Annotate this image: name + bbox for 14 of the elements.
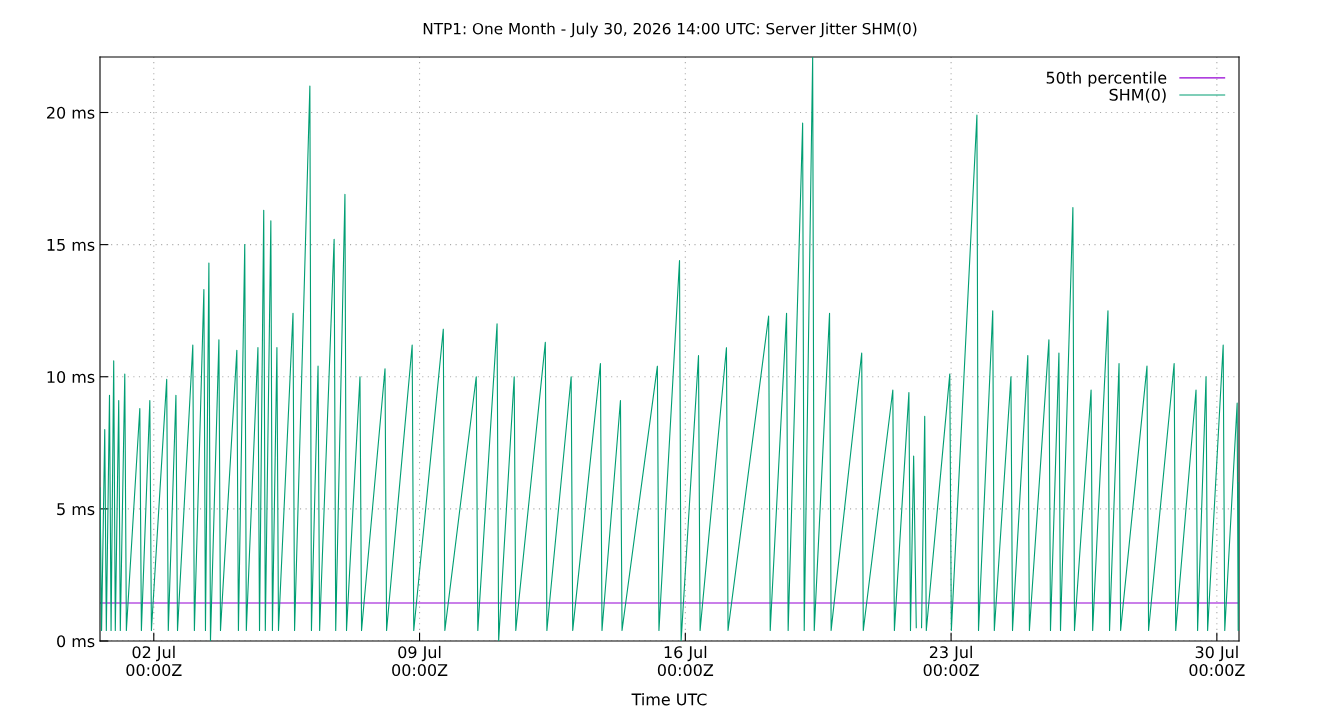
chart-title: NTP1: One Month - July 30, 2026 14:00 UTC: Server Jitter SHM(0) bbox=[423, 22, 917, 38]
x-tick-label: 02 Jul 00:00Z bbox=[126, 645, 182, 677]
x-tick-label: 30 Jul 00:00Z bbox=[1189, 645, 1245, 677]
legend-label: SHM(0) bbox=[1109, 88, 1166, 103]
x-axis-title: Time UTC bbox=[631, 693, 707, 706]
y-tick-label: 10 ms bbox=[47, 370, 95, 384]
y-tick-label: 5 ms bbox=[57, 503, 95, 516]
x-tick-label: 09 Jul 00:00Z bbox=[392, 645, 448, 677]
y-tick-label: 20 ms bbox=[47, 106, 95, 119]
y-tick-label: 0 ms bbox=[57, 635, 95, 648]
x-tick-label: 16 Jul 00:00Z bbox=[657, 645, 714, 677]
x-tick-label: 23 Jul 00:00Z bbox=[923, 645, 979, 677]
legend-label: 50th percentile bbox=[1046, 71, 1167, 87]
y-tick-label: 15 ms bbox=[47, 239, 95, 251]
